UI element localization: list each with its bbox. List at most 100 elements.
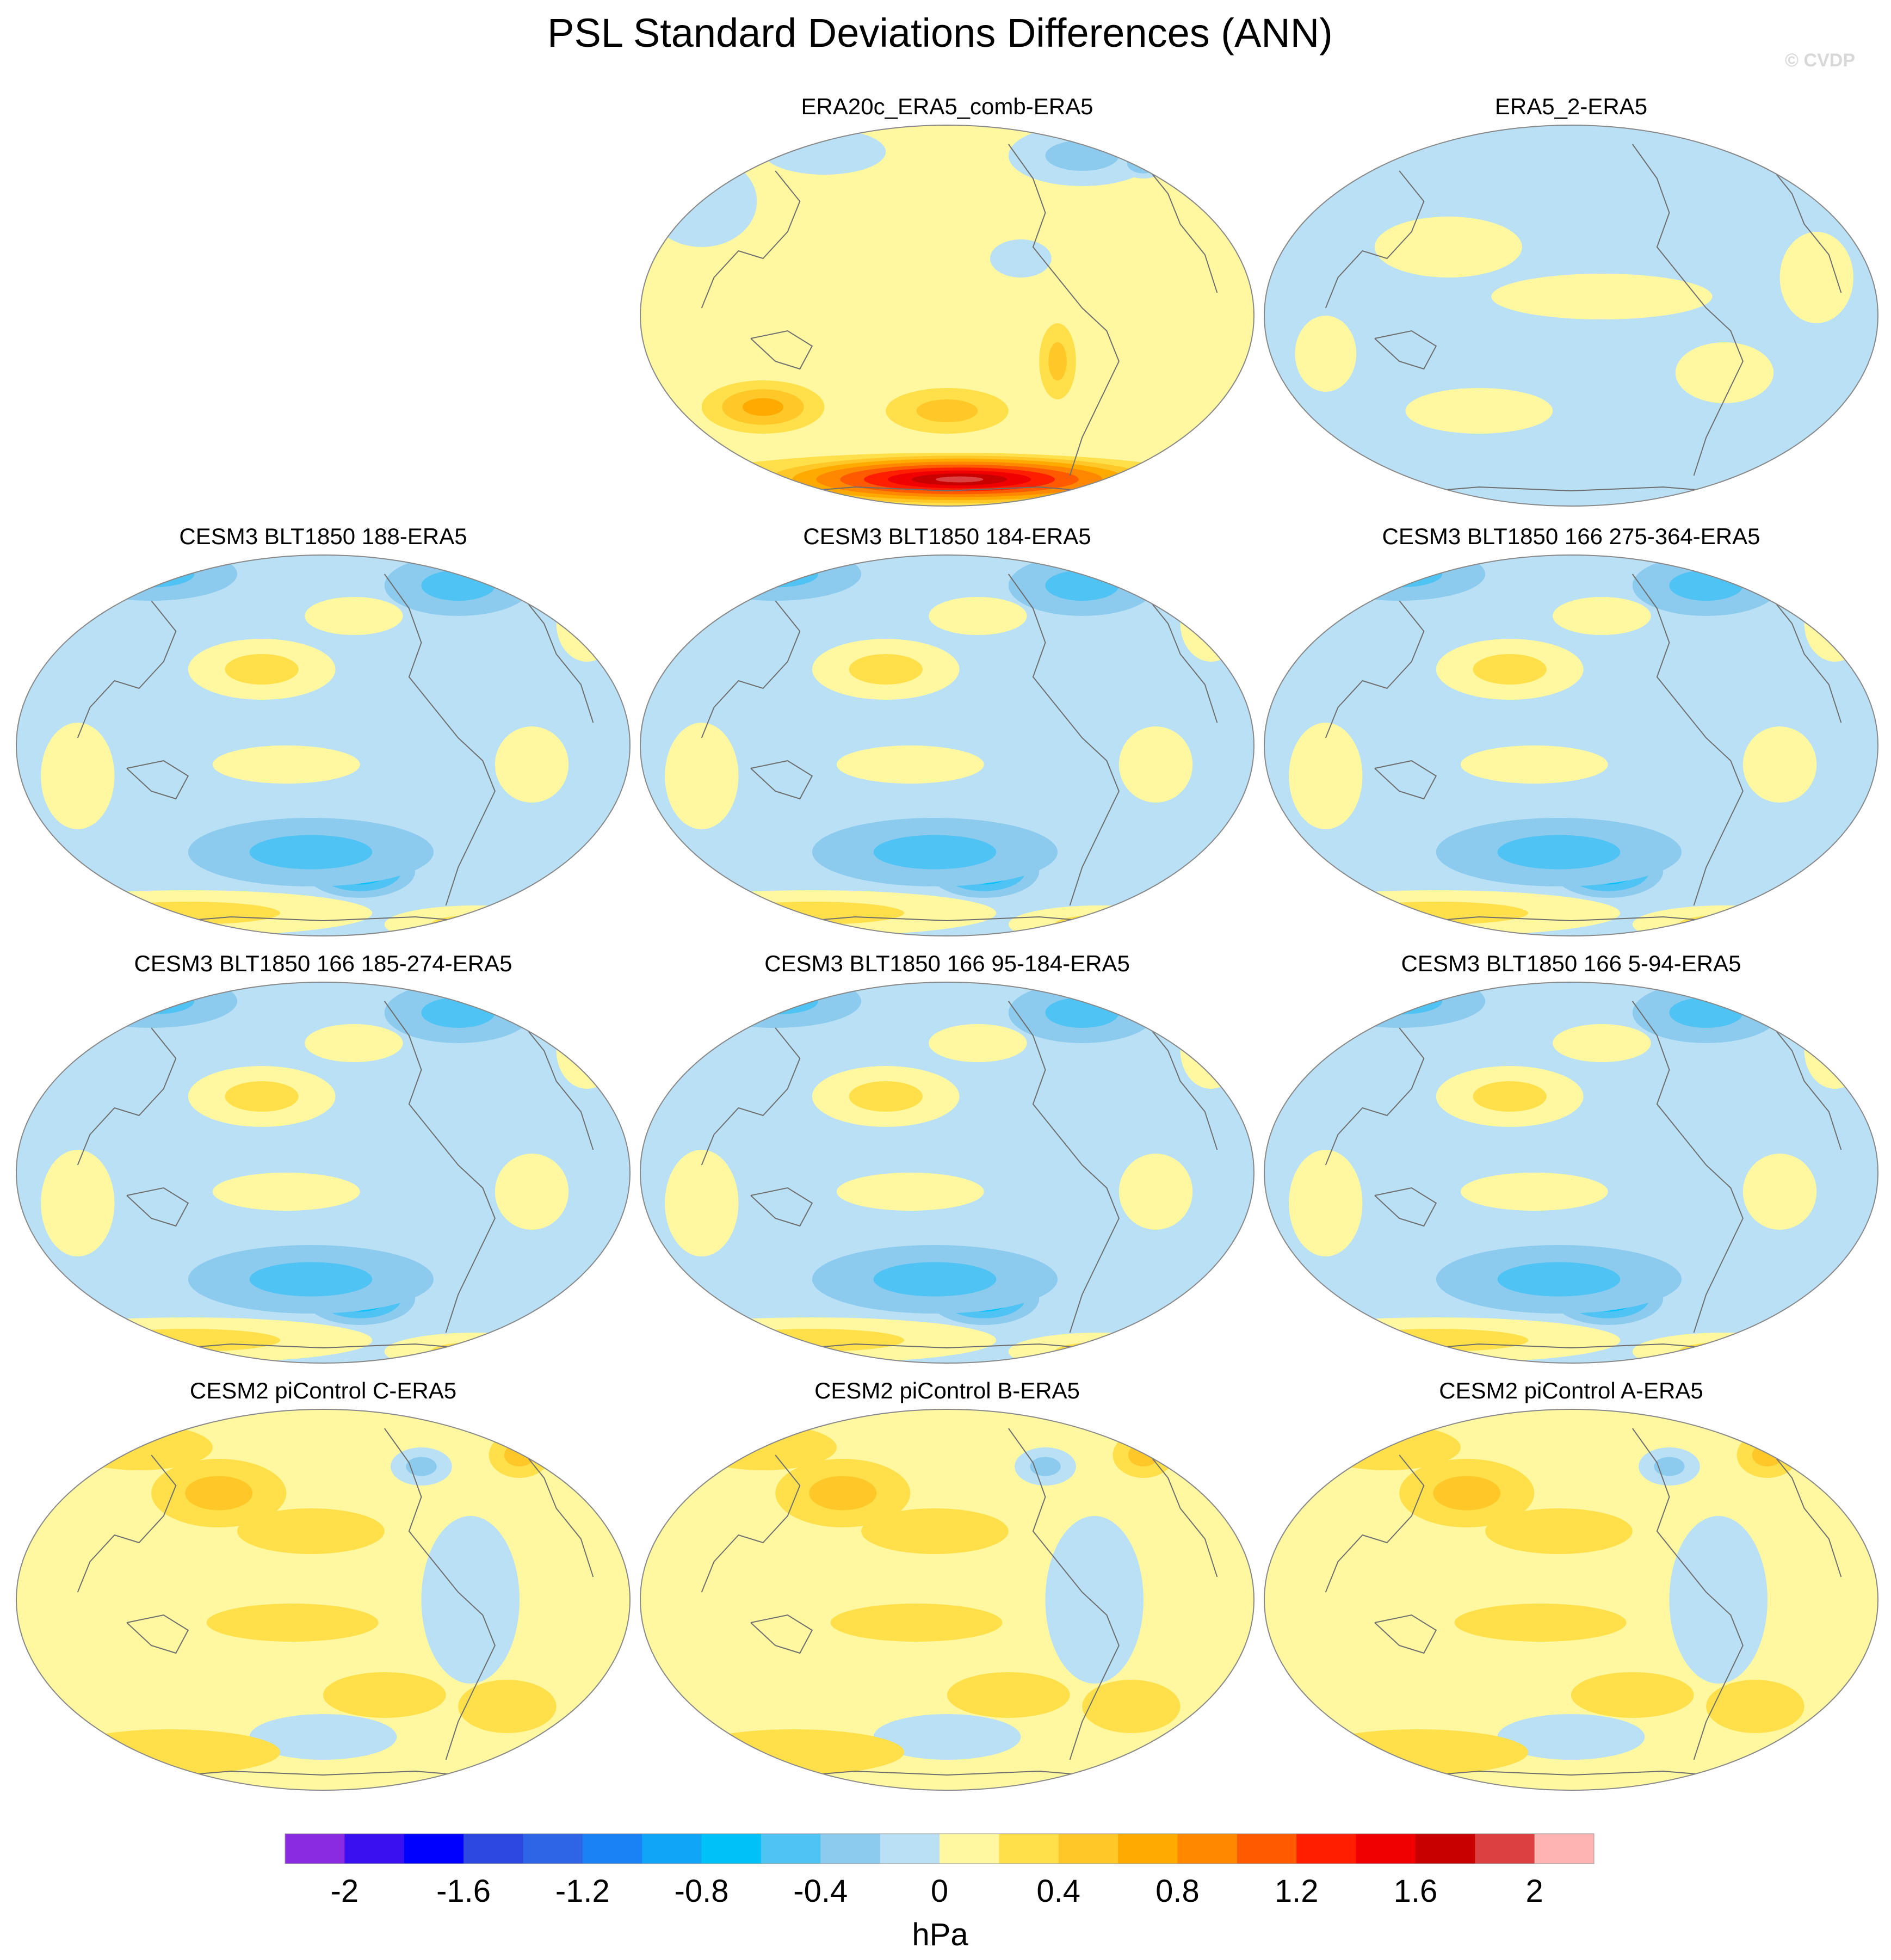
coastline	[701, 1454, 801, 1593]
contour-region	[1454, 1604, 1627, 1642]
coastline	[1008, 1428, 1120, 1760]
contour-region	[1289, 723, 1363, 829]
contour-region	[990, 239, 1052, 278]
contour-region	[861, 1508, 1009, 1554]
colorbar-swatch	[761, 1834, 821, 1864]
contour-region	[947, 1672, 1070, 1718]
coastline	[139, 1343, 508, 1352]
panel-title: CESM3 BLT1850 166 275-364-ERA5	[1382, 523, 1760, 549]
panel-cesm3-blt1850-166-185-274-era5: CESM3 BLT1850 166 185-274-ERA5	[16, 951, 631, 1364]
coastline	[139, 916, 508, 925]
coastline	[1632, 144, 1744, 476]
map-border	[640, 554, 1255, 936]
colorbar-swatch	[285, 1834, 345, 1864]
coastline	[701, 1027, 801, 1166]
contour-region	[504, 1444, 535, 1466]
contour-region	[1030, 1457, 1061, 1476]
map-field	[16, 982, 630, 1363]
contour-region	[720, 1329, 905, 1352]
contour-region	[421, 1516, 520, 1684]
panel-cesm2-picontrol-c-era5: CESM2 piControl C-ERA5	[16, 1378, 631, 1791]
contour-region	[1180, 1013, 1242, 1089]
contour-region	[1678, 915, 1771, 934]
colorbar-swatch	[1534, 1834, 1595, 1864]
colorbar-swatch	[1237, 1834, 1297, 1864]
colorbar-swatch	[1058, 1834, 1118, 1864]
colorbar-swatch	[940, 1834, 999, 1864]
contour-region	[1433, 1476, 1501, 1511]
contour-region	[1356, 988, 1443, 1015]
contour-region	[108, 988, 195, 1015]
coastline	[750, 330, 813, 370]
watermark: © CVDP	[1785, 50, 1855, 71]
coastline	[1143, 1020, 1218, 1150]
map-border	[1264, 554, 1878, 936]
contour-region	[1804, 1013, 1866, 1089]
contour-region	[1742, 726, 1817, 803]
contour-region	[430, 1342, 523, 1361]
contour-region	[873, 835, 997, 870]
colorbar-tick-label: -1.6	[436, 1873, 491, 1909]
contour-region	[1675, 342, 1774, 403]
coastline	[1632, 1428, 1744, 1760]
contour-region	[185, 1476, 253, 1511]
map-field	[1264, 555, 1878, 936]
coastline	[1387, 916, 1756, 925]
contour-region	[249, 1714, 397, 1760]
figure-title: PSL Standard Deviations Differences (ANN…	[547, 10, 1333, 56]
contour-region	[96, 1329, 281, 1352]
coastline	[1325, 1454, 1425, 1593]
coastline	[750, 1187, 813, 1227]
contour-region	[305, 597, 403, 635]
contour-region	[830, 1604, 1003, 1642]
map-border	[640, 982, 1255, 1364]
contour-region	[1473, 654, 1547, 685]
contour-region	[873, 1262, 997, 1297]
contour-region	[1344, 1329, 1529, 1352]
coastline	[1767, 1447, 1842, 1577]
coastline	[126, 1187, 189, 1227]
colorbar-tick-label: -0.8	[675, 1873, 729, 1909]
coastline	[1767, 163, 1842, 293]
map-border	[16, 1409, 631, 1791]
coastline	[763, 916, 1132, 925]
contour-region	[430, 915, 523, 934]
panel-cesm3-blt1850-166-5-94-era5: CESM3 BLT1850 166 5-94-ERA5	[1264, 951, 1878, 1364]
coastline	[1325, 170, 1425, 309]
colorbar-swatch	[880, 1834, 940, 1864]
contour-region	[1344, 902, 1529, 924]
contour-region	[96, 902, 281, 924]
contour-region	[41, 1150, 115, 1256]
coastline	[763, 1770, 1132, 1779]
colorbar-tick-label: -2	[331, 1873, 359, 1909]
coastline	[519, 1020, 594, 1150]
colorbar-tick-label: 0	[931, 1873, 948, 1909]
contour-region	[916, 399, 978, 422]
contour-region	[556, 1013, 618, 1089]
coastline	[1008, 1001, 1120, 1333]
contour-region	[1553, 1024, 1651, 1062]
coastline	[701, 600, 801, 738]
colorbar-swatch	[1475, 1834, 1535, 1864]
panel-cesm2-picontrol-a-era5: CESM2 piControl A-ERA5	[1264, 1378, 1878, 1791]
contour-region	[1497, 835, 1621, 870]
map-border	[640, 1409, 1255, 1791]
panel-title: ERA5_2-ERA5	[1495, 94, 1647, 119]
contour-region	[458, 1680, 557, 1733]
colorbar-tick-label: -1.2	[555, 1873, 610, 1909]
coastline	[701, 170, 801, 309]
colorbar-swatch	[582, 1834, 642, 1864]
contour-region	[1118, 1154, 1193, 1230]
panel-era20c-era5-comb-era5: ERA20c_ERA5_comb-ERA5	[640, 94, 1255, 507]
contour-region	[836, 745, 984, 784]
contour-region	[1460, 1173, 1608, 1211]
contour-region	[323, 1672, 446, 1718]
contour-region	[41, 723, 115, 829]
coastline	[77, 1454, 177, 1593]
panel-title: CESM3 BLT1850 188-ERA5	[179, 523, 467, 549]
colorbar-tick-label: 0.4	[1036, 1873, 1080, 1909]
colorbar-tick-label: -0.4	[793, 1873, 848, 1909]
contour-region	[1678, 1342, 1771, 1361]
panel-cesm3-blt1850-188-era5: CESM3 BLT1850 188-ERA5	[16, 523, 631, 936]
